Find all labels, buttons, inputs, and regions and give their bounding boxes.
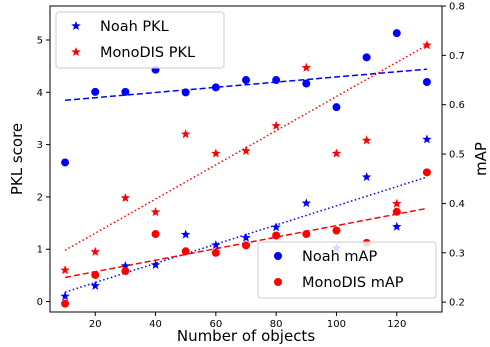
legend-marker-noah-pkl [71,21,81,31]
data-point-monodis-map [121,267,130,276]
data-point-noah-map [272,76,281,85]
legend-marker-monodis-pkl [71,47,81,57]
legend-label-monodis-pkl: MonoDIS PKL [100,45,195,61]
data-point-monodis-pkl [271,120,281,130]
data-point-noah-map [242,76,250,85]
data-point-monodis-map [211,248,220,257]
data-point-noah-map [211,83,220,92]
y-left-tick-label: 4 [37,88,43,99]
data-point-monodis-pkl [422,40,432,50]
data-point-monodis-pkl [150,207,161,217]
legend-marker-noah-map [274,252,282,260]
data-point-monodis-map [151,230,160,239]
legends: Noah PKL MonoDIS PKL Noah mAP MonoDIS mAP [55,11,437,299]
y-axis-left-title: PKL score [8,123,26,195]
data-point-monodis-pkl [331,148,342,158]
data-point-noah-map [91,87,100,96]
y-right-tick-label: 0.6 [449,100,465,111]
legend-upper-left: Noah PKL MonoDIS PKL [55,11,225,69]
data-point-noah-pkl [90,280,100,290]
y-left-tick-label: 5 [37,36,43,47]
data-point-noah-map [121,87,130,96]
data-point-noah-map [332,103,341,112]
y-left-tick-label: 1 [37,245,43,256]
data-point-noah-pkl [301,198,312,208]
trend-line-noah-map [65,68,427,102]
data-point-monodis-map [242,241,250,250]
trend-line-monodis-pkl [64,44,428,251]
x-tick-label: 80 [270,319,283,330]
y-right-tick-label: 0.7 [449,51,465,62]
x-tick-label: 20 [89,319,102,330]
data-point-noah-map [181,88,190,97]
axis-ticks: 20 40 60 80 100 120 0 1 2 3 4 5 0.2 0.3 0.4 0.5 0.6 0.7 0.… [37,2,465,331]
data-point-noah-map [302,79,311,88]
data-point-noah-map [392,29,401,38]
y-left-tick-label: 2 [37,192,43,203]
data-point-monodis-pkl [211,148,221,158]
data-point-monodis-pkl [90,246,100,256]
legend-label-noah-pkl: Noah PKL [100,19,169,35]
legend-box [55,11,225,69]
data-point-monodis-pkl [361,135,372,145]
plot-frame [49,5,443,313]
data-point-monodis-map [61,299,70,308]
data-point-monodis-pkl [301,62,312,72]
y-left-tick-label: 3 [37,140,43,151]
x-tick-label: 60 [209,319,222,330]
data-point-noah-pkl [180,229,191,239]
y-left-tick-label: 0 [37,297,43,308]
legend-label-monodis-map: MonoDIS mAP [302,275,404,291]
data-point-monodis-map [422,168,431,177]
data-point-monodis-pkl [241,145,251,155]
y-right-tick-label: 0.2 [449,298,465,309]
data-point-monodis-map [332,226,341,235]
y-right-tick-label: 0.8 [449,2,465,13]
y-right-tick-label: 0.4 [449,199,465,210]
legend-lower-right: Noah mAP MonoDIS mAP [257,241,437,299]
data-point-monodis-pkl [392,198,402,208]
data-point-noah-map [422,78,431,87]
data-point-noah-pkl [60,291,70,301]
data-point-noah-pkl [150,259,161,269]
data-point-monodis-map [392,207,401,216]
x-tick-label: 100 [327,319,346,330]
x-tick-label: 40 [149,319,162,330]
data-point-noah-pkl [271,222,281,232]
trend-line-noah-pkl [64,176,428,293]
y-axis-right-title: mAP [472,142,490,176]
data-point-monodis-map [181,247,190,256]
x-axis-title: Number of objects [177,327,315,345]
legend-label-noah-map: Noah mAP [302,249,377,265]
data-point-noah-pkl [361,172,372,182]
data-point-noah-pkl [241,232,251,242]
legend-box [257,241,437,299]
data-point-noah-map [362,53,371,62]
data-point-monodis-map [91,270,100,279]
y-right-tick-label: 0.5 [449,150,465,161]
data-point-monodis-pkl [60,265,70,275]
y-right-tick-label: 0.3 [449,248,465,259]
data-point-noah-pkl [422,134,432,144]
legend-marker-monodis-map [274,278,282,286]
data-point-monodis-map [302,230,311,239]
data-point-monodis-map [272,231,281,240]
data-point-noah-pkl [120,260,131,271]
data-point-noah-map [61,158,70,167]
data-point-monodis-pkl [120,192,131,203]
x-tick-label: 120 [387,319,406,330]
data-point-noah-pkl [211,240,221,250]
data-point-monodis-pkl [180,129,191,139]
data-point-noah-pkl [392,221,402,231]
